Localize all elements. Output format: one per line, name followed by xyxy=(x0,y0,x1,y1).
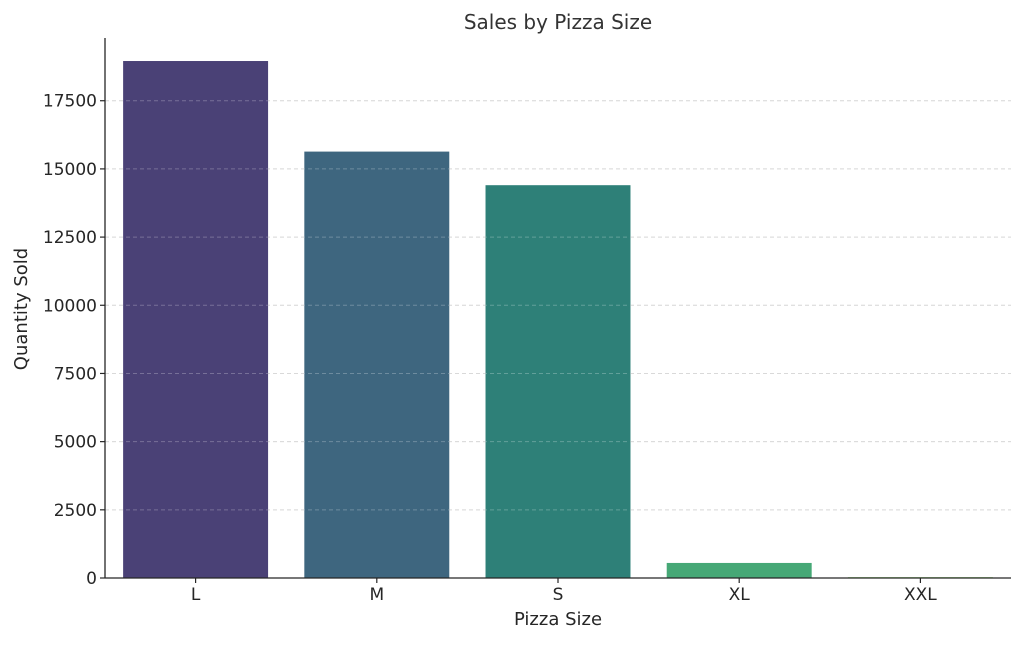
y-tick-label: 10000 xyxy=(43,296,97,316)
y-tick-label: 15000 xyxy=(43,160,97,180)
y-tick-label: 17500 xyxy=(43,92,97,112)
bar-m xyxy=(304,151,450,578)
grid-lines-overlay xyxy=(105,100,1011,511)
y-tick-label: 5000 xyxy=(54,433,97,453)
bar-s xyxy=(485,185,631,578)
y-tick-label: 12500 xyxy=(43,228,97,248)
y-tick-label: 7500 xyxy=(54,364,97,384)
y-axis: 0 2500 5000 7500 10000 12500 15000 17500 xyxy=(43,38,106,589)
y-tick-label: 2500 xyxy=(54,501,97,521)
x-axis-label: Pizza Size xyxy=(514,609,602,630)
x-tick-label: XXL xyxy=(904,585,937,605)
bar-xl xyxy=(666,562,812,578)
bars xyxy=(123,61,993,578)
bar-l xyxy=(123,61,269,578)
x-tick-label: L xyxy=(191,585,201,605)
x-tick-label: S xyxy=(553,585,564,605)
y-tick-label: 0 xyxy=(86,569,97,589)
x-tick-label: M xyxy=(369,585,384,605)
x-axis: L M S XL XXL xyxy=(105,577,1011,605)
chart-title: Sales by Pizza Size xyxy=(464,10,652,34)
x-tick-label: XL xyxy=(729,585,751,605)
y-axis-label: Quantity Sold xyxy=(11,248,32,370)
